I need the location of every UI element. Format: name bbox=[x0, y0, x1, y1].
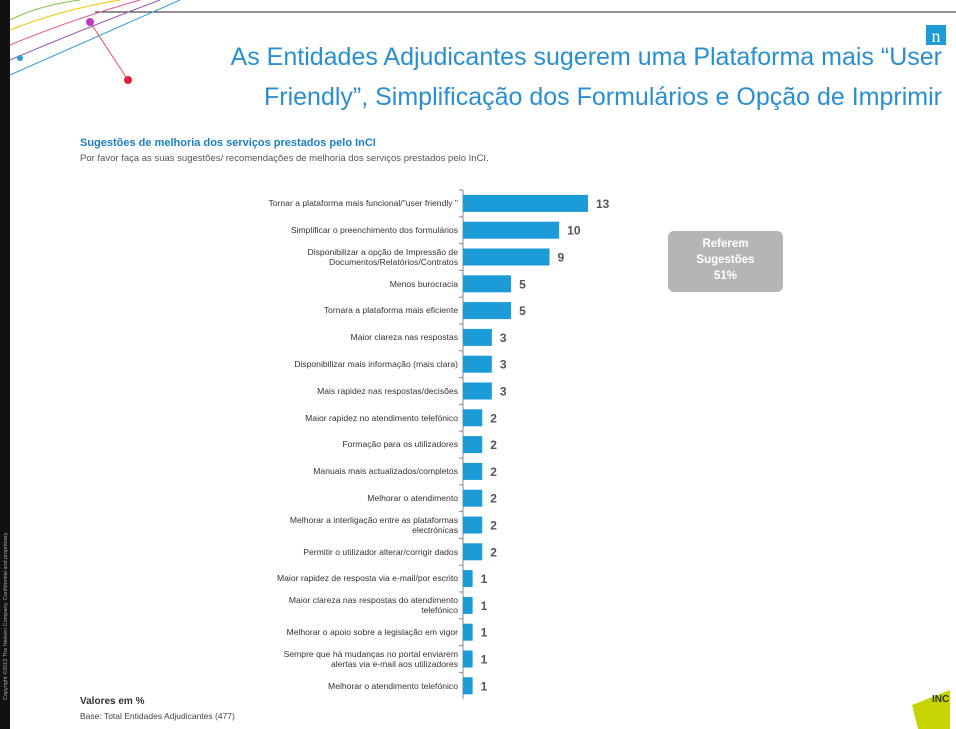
category-label: Permitir o utilizador alterar/corrigir d… bbox=[303, 546, 458, 557]
callout-box bbox=[668, 231, 783, 292]
category-label: Maior clareza nas respostas do atendimen… bbox=[288, 594, 458, 616]
decor-dot bbox=[86, 18, 94, 26]
bar bbox=[463, 650, 473, 668]
side-strip bbox=[0, 0, 10, 729]
value-label: 2 bbox=[490, 411, 497, 425]
value-label: 2 bbox=[490, 492, 497, 506]
brand-shape bbox=[912, 690, 950, 729]
value-label: 1 bbox=[481, 572, 488, 586]
value-label: 5 bbox=[519, 304, 526, 318]
category-label: Melhorar o apoio sobre a legislação em v… bbox=[286, 626, 459, 637]
value-label: 3 bbox=[500, 358, 507, 372]
bar bbox=[463, 355, 492, 373]
bar bbox=[463, 382, 492, 400]
category-label: Menos burocracia bbox=[389, 278, 458, 289]
category-label: Tornar a plataforma mais funcional/"user… bbox=[268, 198, 458, 209]
category-label: Sempre que há mudanças no portal enviare… bbox=[283, 648, 458, 670]
value-label: 2 bbox=[490, 465, 497, 479]
value-label: 1 bbox=[481, 626, 488, 640]
bar bbox=[463, 596, 473, 614]
bar bbox=[463, 623, 473, 641]
decor-dot bbox=[124, 76, 132, 84]
bar bbox=[463, 302, 512, 320]
category-label: Tornara a plataforma mais eficiente bbox=[323, 305, 458, 316]
category-label: Mais rapidez nas respostas/decisões bbox=[317, 385, 458, 396]
bar bbox=[463, 275, 512, 293]
value-label: 2 bbox=[490, 545, 497, 559]
decor-dot bbox=[17, 55, 23, 61]
bar bbox=[463, 409, 483, 427]
category-label: Manuais mais actualizados/completos bbox=[313, 466, 458, 477]
bar bbox=[463, 221, 560, 239]
bar bbox=[463, 516, 483, 534]
bar bbox=[463, 328, 492, 346]
bar bbox=[463, 570, 473, 588]
value-label: 10 bbox=[567, 224, 581, 238]
base-note: Base: Total Entidades Adjudicantes (477) bbox=[80, 711, 235, 721]
category-label: Disponibilizar mais informação (mais cla… bbox=[294, 358, 458, 369]
value-label: 1 bbox=[481, 679, 488, 693]
category-label: Formação para os utilizadores bbox=[342, 439, 458, 450]
copyright: Copyright ©2013 The Nielsen Company. Con… bbox=[2, 531, 9, 700]
bar bbox=[463, 543, 483, 561]
bar bbox=[463, 489, 483, 507]
category-label: Simplificar o preenchimento dos formulár… bbox=[290, 224, 458, 235]
logo: n bbox=[932, 26, 941, 46]
category-label: Disponibilizar a opção de Impressão de D… bbox=[307, 246, 458, 268]
bar bbox=[463, 677, 473, 695]
value-label: 3 bbox=[500, 331, 507, 345]
category-label: Melhorar a interligação entre as platafo… bbox=[289, 514, 458, 536]
category-label: Melhorar o atendimento bbox=[367, 492, 458, 503]
bar bbox=[463, 436, 483, 454]
chart-title: Sugestões de melhoria dos serviços prest… bbox=[80, 137, 376, 149]
value-label: 1 bbox=[481, 599, 488, 613]
chart-subtitle: Por favor faça as suas sugestões/ recome… bbox=[80, 153, 489, 164]
slide-title: Friendly”, Simplificação dos Formulários… bbox=[264, 83, 942, 111]
bar bbox=[463, 462, 483, 480]
value-label: 3 bbox=[500, 385, 507, 399]
bar bbox=[463, 248, 550, 266]
value-label: 5 bbox=[519, 277, 526, 291]
category-label: Maior rapidez no atendimento telefónico bbox=[305, 412, 458, 423]
note: Valores em % bbox=[80, 696, 145, 707]
value-label: 1 bbox=[481, 653, 488, 667]
callout-text: Sugestões bbox=[696, 254, 754, 266]
value-label: 9 bbox=[558, 251, 565, 265]
callout-text: Referem bbox=[702, 238, 748, 250]
value-label: 2 bbox=[490, 438, 497, 452]
value-label: 2 bbox=[490, 519, 497, 533]
category-label: Melhorar o atendimento telefónico bbox=[328, 680, 458, 691]
category-label: Maior clareza nas respostas bbox=[350, 332, 458, 343]
callout-text: 51% bbox=[714, 270, 737, 282]
value-label: 13 bbox=[596, 197, 610, 211]
logo-box bbox=[926, 25, 946, 45]
category-label: Maior rapidez de resposta via e-mail/por… bbox=[276, 573, 458, 584]
slide-title: As Entidades Adjudicantes sugerem uma Pl… bbox=[231, 43, 942, 71]
decor-arcs bbox=[9, 0, 181, 81]
bar bbox=[463, 194, 588, 212]
brand: INC bbox=[932, 694, 949, 705]
